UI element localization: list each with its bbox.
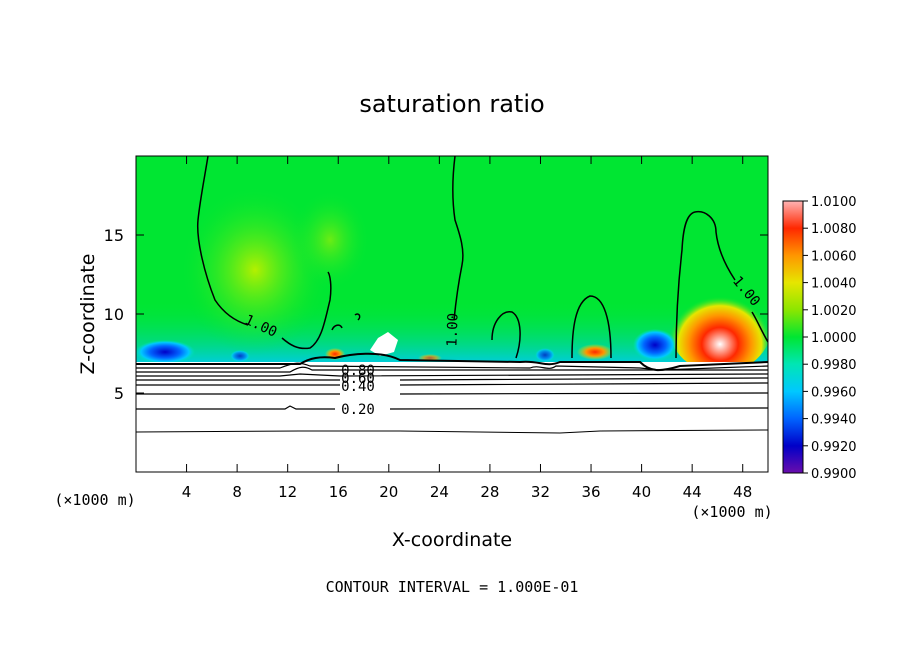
colorbar-tick-label: 1.0020 xyxy=(811,304,857,319)
x-tick-label: 24 xyxy=(430,483,449,501)
x-tick-label: 20 xyxy=(379,483,398,501)
x-unit-label-left: (×1000 m) xyxy=(54,491,135,509)
y-tick-label: 10 xyxy=(104,305,124,324)
x-tick-label: 28 xyxy=(480,483,499,501)
x-tick-label: 32 xyxy=(531,483,550,501)
contours-lower xyxy=(136,352,768,434)
supersat-pocket-36km xyxy=(577,344,613,360)
contour-interval-note: CONTOUR INTERVAL = 1.000E-01 xyxy=(326,578,579,596)
colorbar: 1.0100 1.0080 1.0060 1.0040 1.0020 1.0000 0.99… xyxy=(782,195,857,482)
contour-label: 0.20 xyxy=(341,402,375,418)
x-axis-title: X-coordinate xyxy=(392,529,512,551)
colorbar-gradient xyxy=(782,200,804,474)
contour-one-small-b xyxy=(354,313,361,321)
y-axis-title: Z-coordinate xyxy=(77,254,99,375)
colorbar-tick-label: 0.9940 xyxy=(811,413,857,428)
contour-label: 0.60 xyxy=(341,371,375,387)
colorbar-tick-label: 1.0100 xyxy=(811,195,857,210)
x-tick-label: 44 xyxy=(683,483,702,501)
colorbar-ticks: 1.0100 1.0080 1.0060 1.0040 1.0020 1.0000 0.99… xyxy=(803,195,857,482)
contour-one-36km xyxy=(571,295,612,359)
x-tick-label: 4 xyxy=(182,483,192,501)
x-tick-label: 16 xyxy=(329,483,348,501)
x-tick-label: 8 xyxy=(232,483,242,501)
x-unit-label-right: (×1000 m) xyxy=(691,503,772,521)
x-axis: 4 8 12 16 20 24 28 32 36 40 44 48 xyxy=(182,156,752,501)
colorbar-tick-label: 1.0040 xyxy=(811,277,857,292)
y-axis: 5 10 15 xyxy=(104,226,768,403)
y-tick-label: 15 xyxy=(104,226,124,245)
contour-label: 0.80 xyxy=(341,363,375,379)
subsat-pocket-32km xyxy=(535,348,555,362)
contour-one-mid xyxy=(452,156,464,321)
plot-area: 1.00 1.00 1.00 0.80 0.60 0.40 0.20 xyxy=(136,156,768,472)
colorbar-tick-label: 0.9960 xyxy=(811,385,857,400)
x-tick-label: 48 xyxy=(733,483,752,501)
colorbar-tick-label: 0.9920 xyxy=(811,440,857,455)
x-tick-label: 36 xyxy=(581,483,600,501)
contour-one-30km xyxy=(491,311,521,359)
colorbar-tick-label: 1.0000 xyxy=(811,331,857,346)
moist-plume-mid xyxy=(290,190,370,290)
colorbar-tick-label: 0.9900 xyxy=(811,467,857,482)
subsat-pocket-left xyxy=(136,340,195,364)
contours-one xyxy=(196,156,768,359)
colorbar-tick-label: 1.0080 xyxy=(811,222,857,237)
y-tick-label: 5 xyxy=(114,384,124,403)
clear-patch-20km xyxy=(370,332,398,356)
supersat-core-right xyxy=(668,277,768,373)
chart-title: saturation ratio xyxy=(359,90,544,118)
contour-one-small-a xyxy=(331,324,343,331)
contour-label: 1.00 xyxy=(444,313,461,347)
x-tick-label: 12 xyxy=(278,483,297,501)
contour-one-right xyxy=(675,210,768,359)
subsat-pocket-8km xyxy=(230,350,250,362)
subsat-pocket-40km xyxy=(633,329,677,361)
colorbar-tick-label: 1.0060 xyxy=(811,249,857,264)
contour-label: 0.40 xyxy=(341,379,375,395)
x-tick-label: 40 xyxy=(632,483,651,501)
colorbar-tick-label: 0.9980 xyxy=(811,358,857,373)
contour-one-left xyxy=(196,156,332,350)
